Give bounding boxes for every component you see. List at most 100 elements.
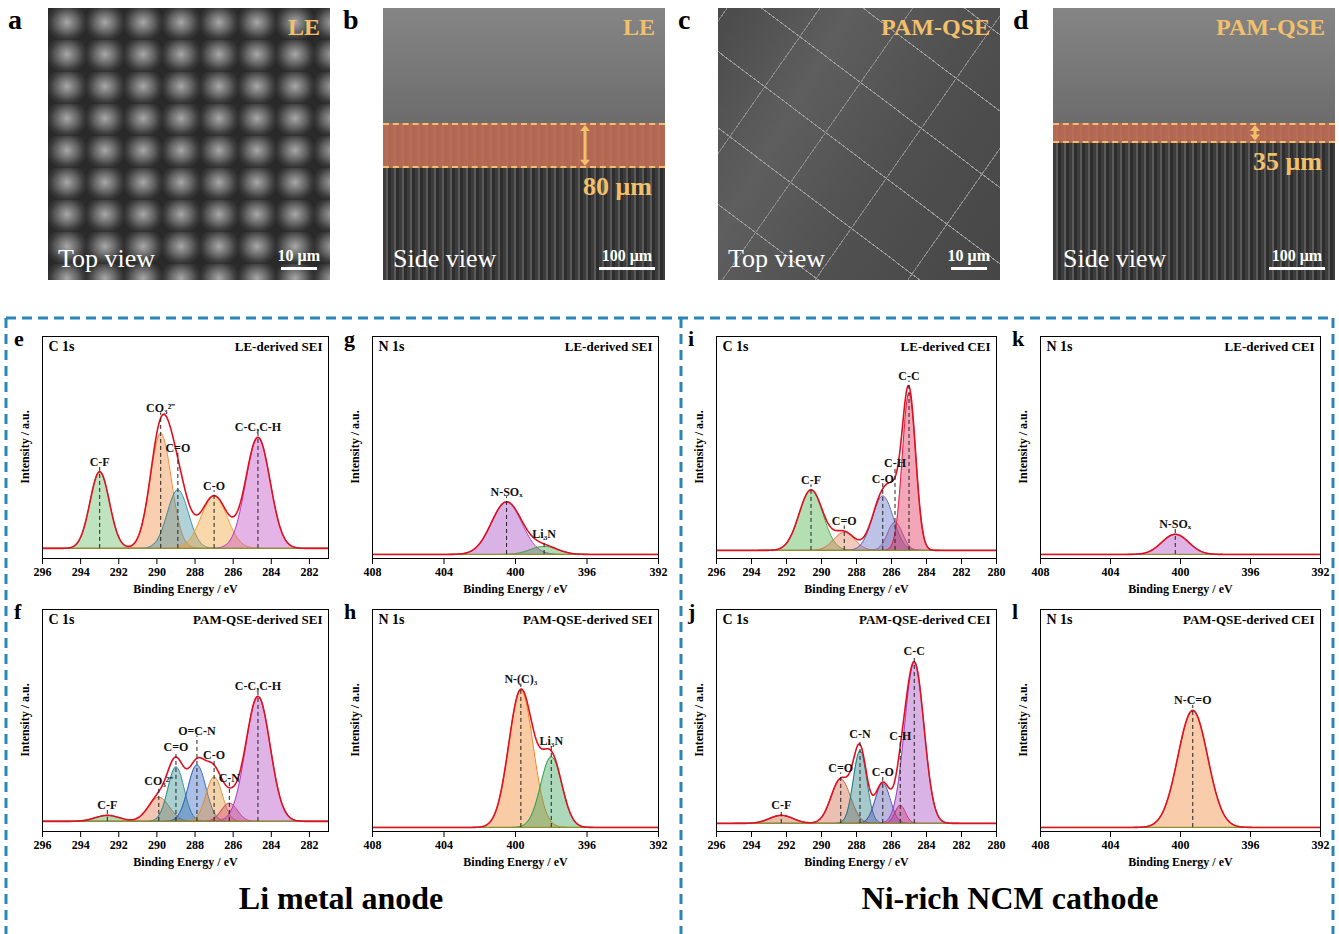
svg-text:CO₃²⁻: CO₃²⁻ bbox=[146, 401, 175, 415]
svg-text:280: 280 bbox=[988, 565, 1006, 579]
svg-text:400: 400 bbox=[507, 565, 525, 579]
svg-text:Li₃N: Li₃N bbox=[539, 734, 563, 748]
svg-text:292: 292 bbox=[110, 565, 128, 579]
svg-text:C-O: C-O bbox=[872, 472, 894, 486]
svg-text:282: 282 bbox=[300, 838, 318, 852]
svg-text:LE-derived SEI: LE-derived SEI bbox=[235, 339, 323, 354]
svg-text:N-C=O: N-C=O bbox=[1174, 693, 1212, 707]
svg-text:292: 292 bbox=[110, 838, 128, 852]
svg-text:396: 396 bbox=[1242, 565, 1260, 579]
svg-text:Binding Energy / eV: Binding Energy / eV bbox=[804, 855, 909, 869]
svg-text:284: 284 bbox=[918, 838, 936, 852]
svg-text:N-SOₓ: N-SOₓ bbox=[491, 485, 524, 499]
svg-text:396: 396 bbox=[1242, 838, 1260, 852]
svg-text:392: 392 bbox=[650, 838, 668, 852]
svg-text:C 1s: C 1s bbox=[49, 612, 76, 627]
svg-text:Binding Energy / eV: Binding Energy / eV bbox=[133, 582, 238, 596]
svg-text:286: 286 bbox=[224, 565, 242, 579]
svg-text:284: 284 bbox=[262, 565, 280, 579]
svg-text:C-C: C-C bbox=[904, 644, 925, 658]
svg-text:Binding Energy / eV: Binding Energy / eV bbox=[804, 582, 909, 596]
svg-text:282: 282 bbox=[953, 565, 971, 579]
svg-text:288: 288 bbox=[848, 838, 866, 852]
svg-text:292: 292 bbox=[778, 838, 796, 852]
svg-text:288: 288 bbox=[186, 838, 204, 852]
svg-text:294: 294 bbox=[743, 565, 761, 579]
svg-text:PAM-QSE-derived CEI: PAM-QSE-derived CEI bbox=[1183, 612, 1315, 627]
svg-text:C-O: C-O bbox=[203, 748, 225, 762]
svg-text:408: 408 bbox=[1032, 565, 1050, 579]
svg-text:288: 288 bbox=[848, 565, 866, 579]
svg-text:C-N: C-N bbox=[849, 727, 871, 741]
svg-text:C-C,C-H: C-C,C-H bbox=[235, 679, 282, 693]
svg-text:290: 290 bbox=[148, 565, 166, 579]
svg-text:400: 400 bbox=[507, 838, 525, 852]
svg-text:408: 408 bbox=[364, 565, 382, 579]
svg-text:C=O: C=O bbox=[828, 761, 853, 775]
svg-text:392: 392 bbox=[650, 565, 668, 579]
svg-text:O=C-N: O=C-N bbox=[178, 724, 216, 738]
svg-text:396: 396 bbox=[578, 838, 596, 852]
svg-text:Li₃N: Li₃N bbox=[532, 527, 556, 541]
svg-text:N 1s: N 1s bbox=[1047, 612, 1074, 627]
svg-text:LE-derived CEI: LE-derived CEI bbox=[901, 339, 991, 354]
svg-text:Binding Energy / eV: Binding Energy / eV bbox=[463, 582, 568, 596]
svg-text:286: 286 bbox=[883, 565, 901, 579]
svg-text:LE-derived CEI: LE-derived CEI bbox=[1225, 339, 1315, 354]
svg-text:280: 280 bbox=[988, 838, 1006, 852]
svg-text:C-H: C-H bbox=[884, 456, 907, 470]
svg-text:288: 288 bbox=[186, 565, 204, 579]
svg-text:282: 282 bbox=[953, 838, 971, 852]
svg-text:C-N: C-N bbox=[219, 771, 241, 785]
svg-text:CO₃²⁻: CO₃²⁻ bbox=[144, 774, 173, 788]
svg-text:N 1s: N 1s bbox=[1047, 339, 1074, 354]
svg-text:292: 292 bbox=[778, 565, 796, 579]
svg-text:296: 296 bbox=[708, 838, 726, 852]
svg-text:C=O: C=O bbox=[165, 441, 190, 455]
svg-text:PAM-QSE-derived CEI: PAM-QSE-derived CEI bbox=[859, 612, 991, 627]
svg-text:392: 392 bbox=[1312, 565, 1330, 579]
svg-text:C=O: C=O bbox=[164, 740, 189, 754]
svg-text:296: 296 bbox=[708, 565, 726, 579]
svg-text:C-H: C-H bbox=[889, 729, 912, 743]
svg-text:C-C,C-H: C-C,C-H bbox=[235, 420, 282, 434]
svg-text:396: 396 bbox=[578, 565, 596, 579]
svg-text:N-(C)₃: N-(C)₃ bbox=[504, 672, 537, 686]
svg-text:286: 286 bbox=[224, 838, 242, 852]
svg-text:290: 290 bbox=[813, 838, 831, 852]
svg-text:294: 294 bbox=[72, 838, 90, 852]
svg-text:404: 404 bbox=[435, 838, 453, 852]
svg-text:N 1s: N 1s bbox=[379, 612, 406, 627]
svg-text:C-F: C-F bbox=[90, 455, 110, 469]
svg-text:PAM-QSE-derived SEI: PAM-QSE-derived SEI bbox=[193, 612, 322, 627]
svg-text:LE-derived SEI: LE-derived SEI bbox=[565, 339, 653, 354]
svg-text:400: 400 bbox=[1172, 838, 1190, 852]
svg-text:C 1s: C 1s bbox=[723, 339, 750, 354]
svg-text:294: 294 bbox=[72, 565, 90, 579]
svg-text:400: 400 bbox=[1172, 565, 1190, 579]
svg-text:294: 294 bbox=[743, 838, 761, 852]
svg-text:C-O: C-O bbox=[203, 479, 225, 493]
svg-text:284: 284 bbox=[262, 838, 280, 852]
svg-text:404: 404 bbox=[1102, 838, 1120, 852]
svg-text:286: 286 bbox=[883, 838, 901, 852]
svg-text:C 1s: C 1s bbox=[49, 339, 76, 354]
svg-text:C-F: C-F bbox=[801, 473, 821, 487]
svg-text:284: 284 bbox=[918, 565, 936, 579]
svg-text:C-F: C-F bbox=[97, 798, 117, 812]
svg-text:C=O: C=O bbox=[832, 514, 857, 528]
svg-text:408: 408 bbox=[364, 838, 382, 852]
svg-text:290: 290 bbox=[148, 838, 166, 852]
svg-text:N 1s: N 1s bbox=[379, 339, 406, 354]
svg-text:PAM-QSE-derived SEI: PAM-QSE-derived SEI bbox=[523, 612, 652, 627]
svg-text:282: 282 bbox=[300, 565, 318, 579]
svg-text:404: 404 bbox=[1102, 565, 1120, 579]
svg-text:C-F: C-F bbox=[771, 798, 791, 812]
svg-text:Binding Energy / eV: Binding Energy / eV bbox=[1128, 855, 1233, 869]
svg-text:290: 290 bbox=[813, 565, 831, 579]
svg-text:C 1s: C 1s bbox=[723, 612, 750, 627]
svg-text:404: 404 bbox=[435, 565, 453, 579]
svg-text:296: 296 bbox=[34, 838, 52, 852]
svg-text:C-C: C-C bbox=[898, 369, 919, 383]
svg-text:Binding Energy / eV: Binding Energy / eV bbox=[133, 855, 238, 869]
